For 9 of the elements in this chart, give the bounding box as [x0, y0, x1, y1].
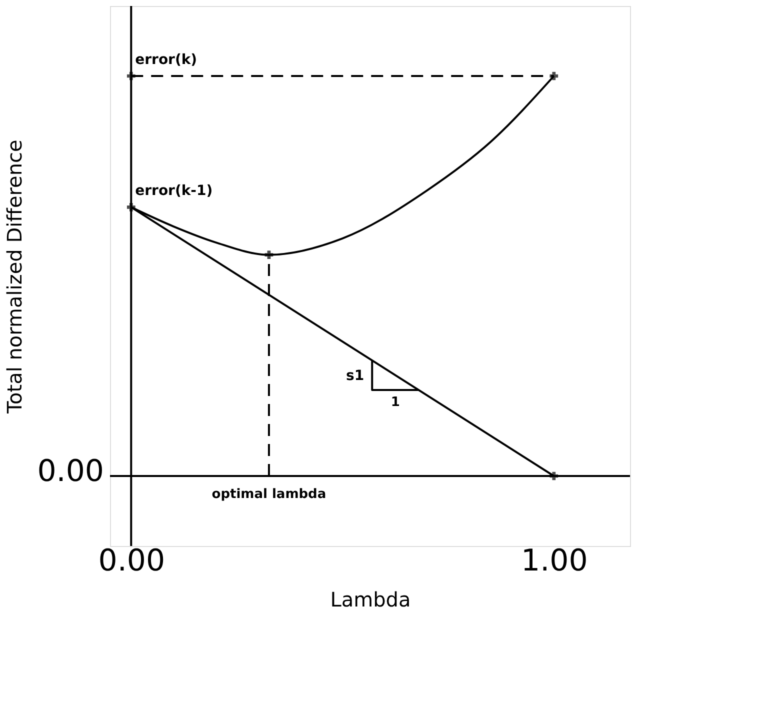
annotation: optimal lambda: [212, 487, 326, 502]
annotation: s1: [346, 368, 364, 384]
x-tick-label: 1.00: [521, 544, 588, 578]
text: 0.00: [37, 454, 104, 489]
y-axis-title: Total normalized Difference: [2, 140, 26, 414]
annotation: error(k): [135, 52, 198, 68]
x-axis-title: Lambda: [330, 588, 411, 612]
annotation: error(k-1): [135, 183, 213, 200]
annotation: 1: [390, 395, 400, 410]
